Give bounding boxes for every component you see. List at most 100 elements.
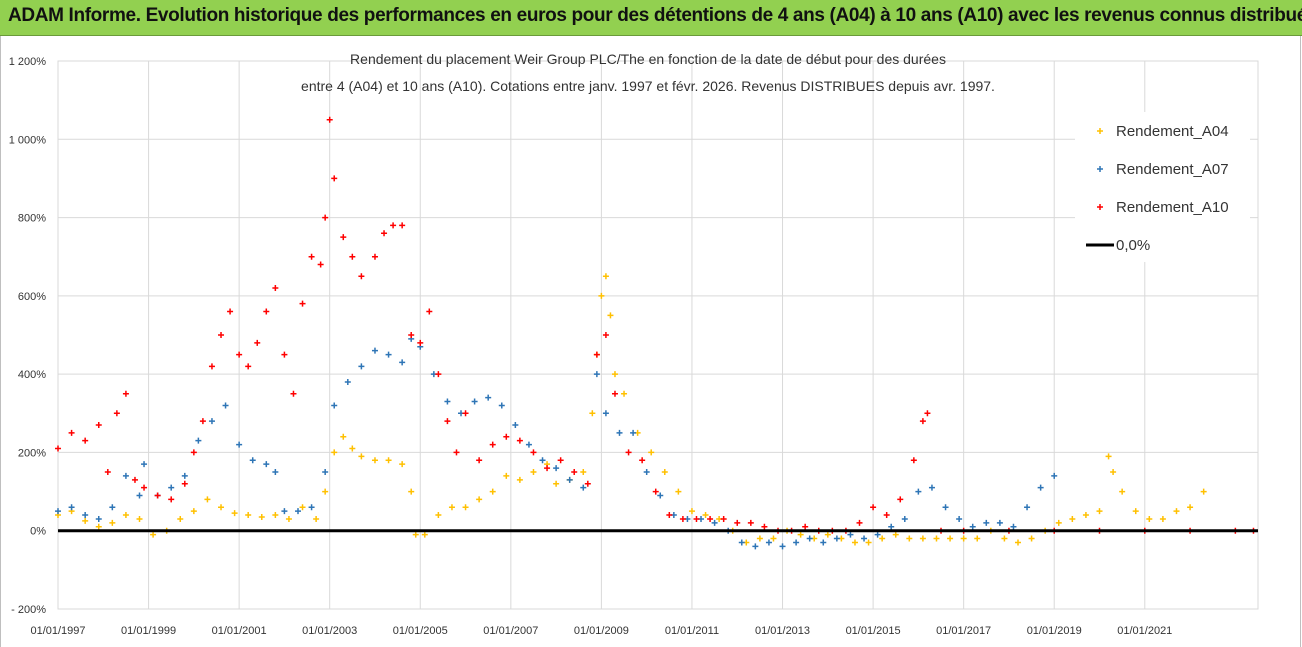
data-point — [322, 214, 329, 221]
header-banner: ADAM Informe. Evolution historique des p… — [0, 0, 1302, 36]
data-point — [589, 410, 596, 417]
data-point — [602, 273, 609, 280]
data-point — [82, 512, 89, 519]
data-point — [1051, 472, 1058, 479]
data-point — [331, 175, 338, 182]
data-point — [308, 504, 315, 511]
data-point — [1010, 523, 1017, 530]
data-point — [874, 531, 881, 538]
data-point — [580, 484, 587, 491]
chart-title-line1: Rendement du placement Weir Group PLC/Th… — [350, 51, 946, 67]
data-point — [435, 371, 442, 378]
data-point — [915, 488, 922, 495]
data-point — [109, 504, 116, 511]
data-point — [1159, 515, 1166, 522]
data-point — [503, 472, 510, 479]
data-point — [657, 492, 664, 499]
data-point — [295, 508, 301, 515]
x-axis-ticks: 01/01/1997 01/01/1999 01/01/2001 01/01/2003… — [30, 625, 1172, 637]
y-tick-label: 1 200% — [9, 56, 47, 68]
data-point — [702, 512, 709, 519]
data-point — [136, 492, 143, 499]
data-point — [55, 508, 61, 515]
data-point — [602, 410, 609, 417]
data-point — [349, 253, 356, 260]
data-point — [122, 390, 129, 397]
data-point — [960, 535, 967, 542]
data-point — [154, 492, 161, 499]
data-point — [833, 535, 840, 542]
data-point — [933, 535, 940, 542]
data-point — [190, 449, 197, 456]
data-point — [1105, 453, 1112, 460]
data-point — [1024, 504, 1031, 511]
data-point — [177, 515, 184, 522]
data-point — [897, 496, 904, 503]
x-tick-label: 01/01/2015 — [846, 625, 901, 637]
data-point — [675, 488, 682, 495]
data-point — [770, 535, 777, 542]
data-point — [530, 469, 537, 475]
data-point — [1096, 508, 1103, 515]
data-point — [856, 519, 863, 526]
data-point — [417, 339, 424, 346]
legend-marker — [1097, 204, 1103, 210]
data-point — [448, 504, 455, 511]
data-point — [616, 429, 623, 436]
data-point — [68, 429, 75, 436]
data-point — [55, 445, 61, 452]
data-point — [222, 402, 229, 409]
data-point — [263, 308, 270, 315]
data-point — [263, 461, 270, 468]
data-point — [485, 394, 492, 401]
data-point — [322, 488, 329, 495]
data-point — [168, 484, 175, 491]
y-axis-ticks: - 200% 0% 200% 400% 600% 800% 1 000% 1 200% — [9, 56, 47, 616]
legend-label: Rendement_A04 — [1116, 123, 1229, 140]
data-point — [227, 308, 234, 315]
data-point — [928, 484, 935, 491]
data-point — [399, 359, 406, 366]
x-tick-label: 01/01/2009 — [574, 625, 629, 637]
data-point — [983, 519, 990, 526]
data-point — [498, 402, 505, 409]
data-point — [947, 535, 954, 542]
y-tick-label: 800% — [18, 213, 46, 225]
data-point — [707, 515, 714, 522]
data-point — [317, 261, 324, 268]
data-point — [516, 476, 523, 483]
x-tick-label: 01/01/2017 — [936, 625, 991, 637]
data-point — [136, 515, 143, 522]
data-point — [385, 457, 392, 464]
data-point — [371, 347, 378, 354]
data-point — [281, 351, 288, 358]
data-point — [322, 469, 329, 475]
data-point — [208, 363, 215, 370]
data-point — [566, 476, 573, 483]
data-point — [530, 449, 537, 456]
legend-label: Rendement_A07 — [1116, 161, 1229, 178]
data-point — [761, 523, 768, 530]
data-point — [956, 515, 963, 522]
data-point — [426, 308, 433, 315]
chart-title-line2: entre 4 (A04) et 10 ans (A10). Cotations… — [301, 78, 995, 94]
data-point — [1173, 508, 1180, 515]
data-point — [344, 378, 351, 385]
data-point — [806, 535, 813, 542]
data-point — [602, 332, 609, 338]
data-point — [272, 512, 279, 519]
data-point — [1110, 469, 1117, 475]
x-tick-label: 01/01/2005 — [393, 625, 448, 637]
data-point — [236, 351, 243, 358]
data-point — [489, 488, 496, 495]
x-tick-label: 01/01/2019 — [1027, 625, 1082, 637]
data-point — [1119, 488, 1126, 495]
x-tick-label: 01/01/2021 — [1117, 625, 1172, 637]
data-point — [462, 504, 469, 511]
data-point — [390, 222, 397, 229]
data-point — [272, 469, 279, 475]
data-point — [861, 535, 868, 542]
data-point — [557, 457, 564, 464]
x-tick-label: 01/01/1997 — [30, 625, 85, 637]
data-point — [688, 508, 695, 515]
